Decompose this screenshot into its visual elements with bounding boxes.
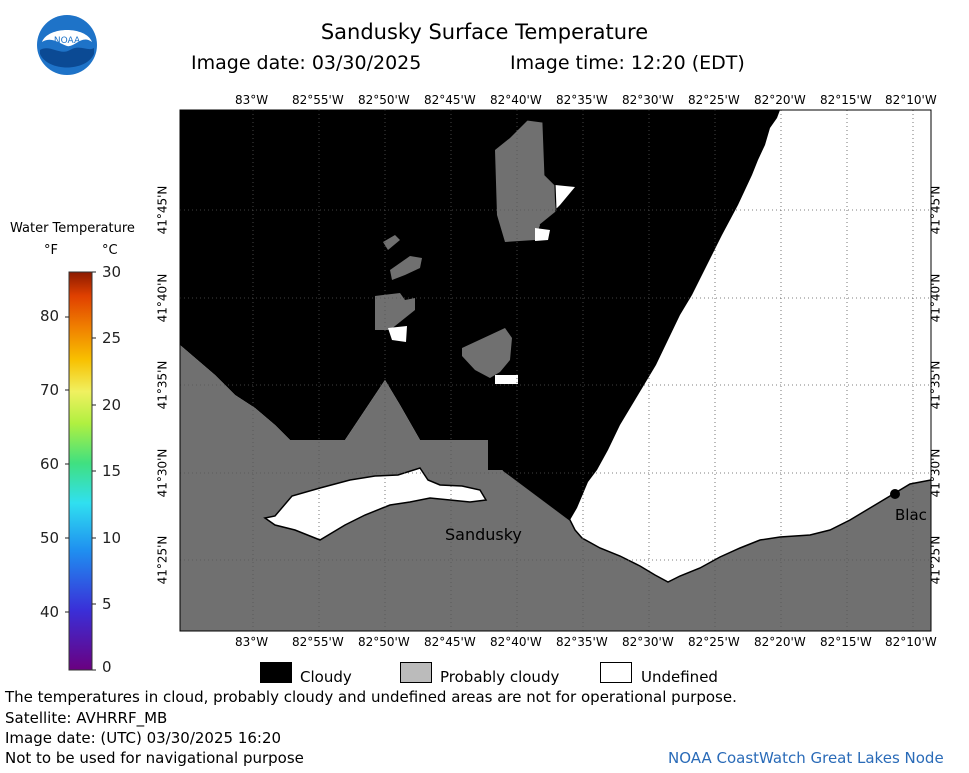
lon-label: 82°40'W	[490, 635, 542, 649]
lat-label: 41°30'N	[155, 448, 170, 498]
cloudy-area	[180, 110, 780, 520]
lon-label: 82°50'W	[358, 635, 410, 649]
lon-label: 82°20'W	[754, 93, 806, 107]
footer-utc-date: Image date: (UTC) 03/30/2025 16:20	[5, 729, 282, 747]
cloudy-swatch	[260, 662, 292, 683]
footer-note: The temperatures in cloud, probably clou…	[5, 688, 737, 706]
cloudy-label: Cloudy	[300, 668, 352, 686]
place-label-sandusky: Sandusky	[445, 525, 522, 544]
lon-label: 82°20'W	[754, 635, 806, 649]
lon-label: 83°W	[235, 93, 269, 107]
place-label-town: Blac	[895, 506, 927, 524]
f-tick: 50	[40, 529, 60, 547]
probably-cloudy-patch	[383, 235, 400, 250]
lat-label: 41°45'N	[155, 185, 170, 235]
lat-label: 41°40'N	[928, 273, 943, 323]
lon-label: 82°45'W	[424, 635, 476, 649]
town-marker	[890, 489, 900, 499]
lat-label: 41°40'N	[155, 273, 170, 323]
c-tick: 15	[102, 462, 122, 480]
probably-cloudy-swatch	[400, 662, 432, 683]
probably-cloudy-patch	[390, 256, 422, 280]
image-date: Image date: 03/30/2025	[191, 52, 422, 74]
page-title: Sandusky Surface Temperature	[320, 20, 649, 44]
lon-label: 83°W	[235, 635, 269, 649]
noaa-logo: NOAA	[37, 15, 97, 75]
lon-label: 82°55'W	[292, 93, 344, 107]
undefined-patch	[555, 185, 575, 210]
undefined-patch	[495, 375, 518, 384]
legend-unit-f: °F	[44, 243, 58, 258]
c-tick: 0	[102, 658, 112, 676]
c-tick: 5	[102, 595, 112, 613]
lat-label: 41°25'N	[155, 535, 170, 585]
c-tick: 10	[102, 529, 122, 547]
footer-nav-warning: Not to be used for navigational purpose	[5, 749, 304, 767]
f-tick: 40	[40, 603, 60, 621]
legend-unit-c: °C	[102, 243, 118, 258]
f-tick: 70	[40, 381, 60, 399]
lat-label: 41°35'N	[155, 360, 170, 410]
lon-label: 82°35'W	[556, 93, 608, 107]
lon-label: 82°30'W	[622, 93, 674, 107]
f-tick: 80	[40, 307, 60, 325]
lat-label: 41°30'N	[928, 448, 943, 498]
lon-label: 82°15'W	[820, 635, 872, 649]
probably-cloudy-patch	[462, 328, 512, 378]
footer-satellite: Satellite: AVHRRF_MB	[5, 709, 168, 727]
lon-label: 82°25'W	[688, 93, 740, 107]
c-tick: 30	[102, 263, 122, 281]
lon-label: 82°40'W	[490, 93, 542, 107]
lon-label: 82°45'W	[424, 93, 476, 107]
lat-label: 41°45'N	[928, 185, 943, 235]
undefined-patch	[535, 228, 550, 241]
image-time: Image time: 12:20 (EDT)	[510, 52, 745, 74]
land	[180, 345, 931, 631]
logo-text: NOAA	[54, 36, 81, 46]
lat-label: 41°35'N	[928, 360, 943, 410]
color-scale	[65, 271, 96, 671]
probably-cloudy-patch	[495, 120, 556, 242]
legend-title: Water Temperature	[10, 221, 135, 236]
lon-label: 82°15'W	[820, 93, 872, 107]
graticule	[180, 110, 931, 631]
lon-label: 82°25'W	[688, 635, 740, 649]
lon-label: 82°10'W	[885, 93, 937, 107]
lon-label: 82°30'W	[622, 635, 674, 649]
probably-cloudy-label: Probably cloudy	[440, 668, 560, 686]
c-tick: 20	[102, 396, 122, 414]
lon-label: 82°50'W	[358, 93, 410, 107]
lon-label: 82°10'W	[885, 635, 937, 649]
undefined-swatch	[600, 662, 632, 683]
c-tick: 25	[102, 329, 122, 347]
f-tick: 60	[40, 455, 60, 473]
lon-label: 82°35'W	[556, 635, 608, 649]
footer-credit: NOAA CoastWatch Great Lakes Node	[668, 749, 944, 767]
undefined-label: Undefined	[641, 668, 718, 686]
lat-label: 41°25'N	[928, 535, 943, 585]
undefined-patch	[388, 326, 407, 342]
lon-label: 82°55'W	[292, 635, 344, 649]
